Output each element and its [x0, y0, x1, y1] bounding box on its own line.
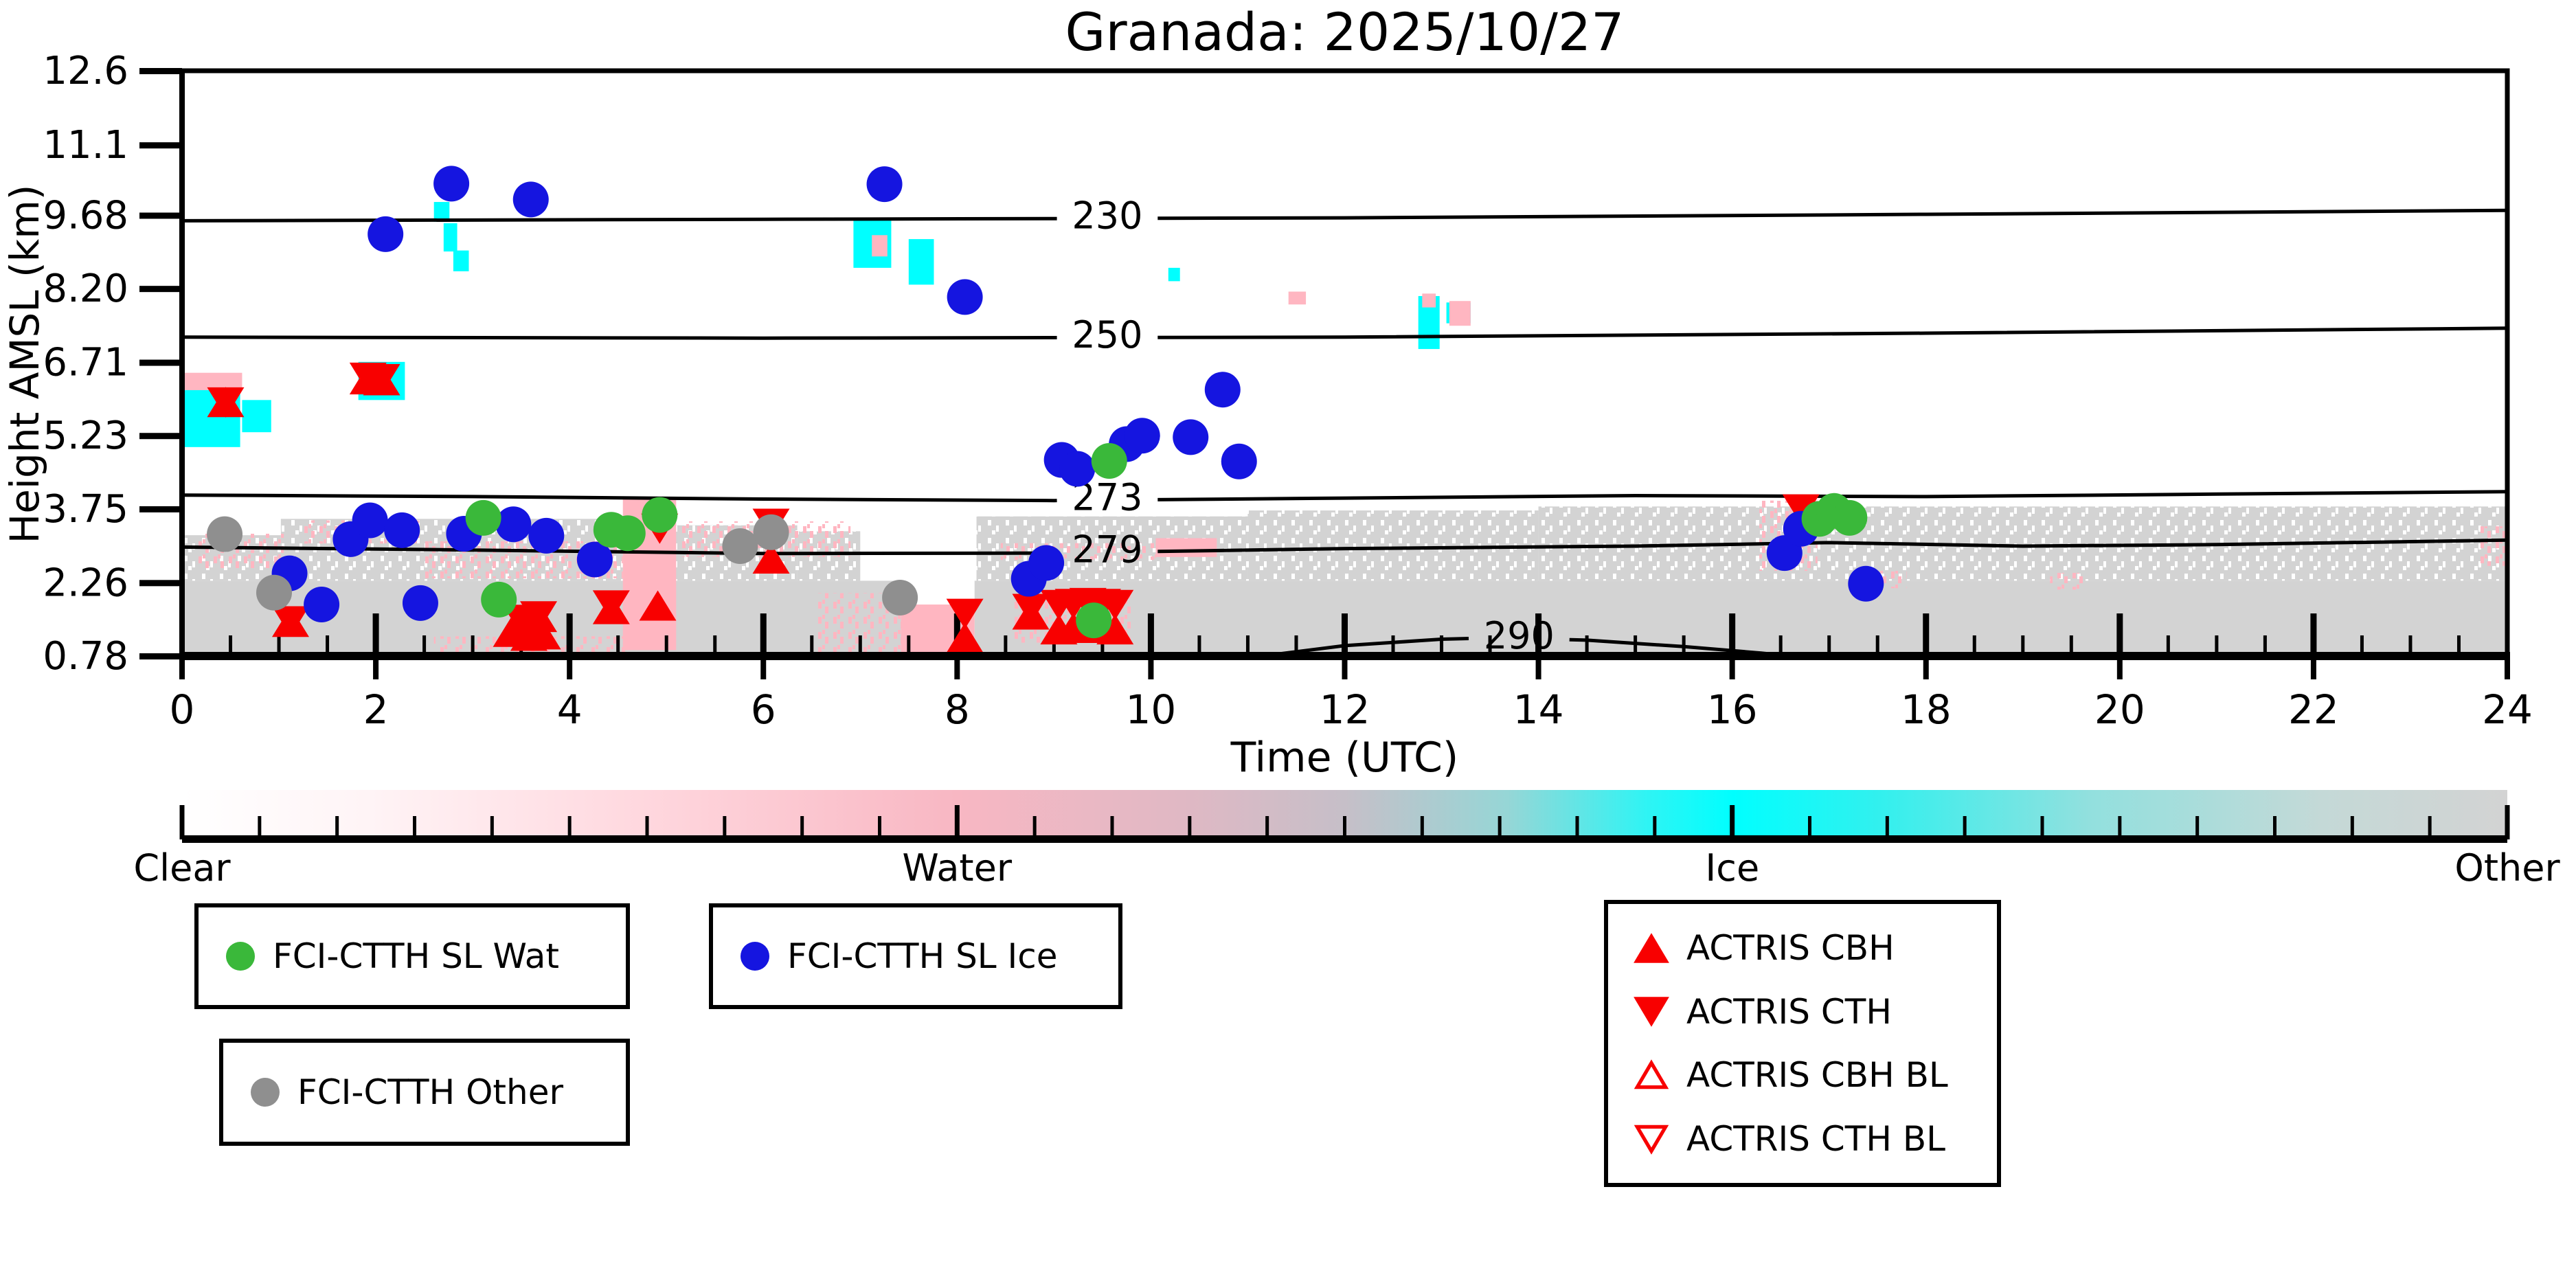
green-dot-icon — [226, 942, 255, 971]
svg-text:14: 14 — [1513, 686, 1564, 733]
svg-text:10: 10 — [1126, 686, 1177, 733]
field-region-other — [1247, 510, 1539, 581]
contour-label-279: 279 — [1072, 528, 1142, 572]
field-region-water — [1422, 293, 1436, 308]
legend-item-actris-cth: ACTRIS CTH — [1608, 992, 1997, 1032]
chart-title: Granada: 2025/10/27 — [1065, 1, 1625, 63]
legend-actris: ACTRIS CBH ACTRIS CTH ACTRIS CBH BL ACTRIS … — [1604, 900, 2001, 1187]
legend-label: FCI-CTTH SL Ice — [787, 936, 1058, 976]
contour-273 — [1157, 490, 2508, 501]
field-region-water — [2478, 526, 2507, 566]
contour-250 — [181, 335, 1057, 340]
triangle-up-open-icon — [1634, 1059, 1669, 1089]
legend-label: ACTRIS CTH — [1686, 991, 1892, 1032]
svg-text:0: 0 — [170, 686, 195, 733]
y-axis-label: Height AMSL (km) — [1, 184, 48, 544]
legend-label: FCI-CTTH Other — [297, 1072, 564, 1112]
field-region-ice — [242, 400, 271, 433]
contour-273 — [181, 493, 1057, 503]
outer-ticks-and-labels: 0 2 4 6 8 10 12 14 16 18 20 22 240.782.263.755.236.7… — [43, 49, 2533, 733]
contour-279 — [1157, 538, 2508, 554]
legend-label: FCI-CTTH SL Wat — [273, 936, 560, 976]
colorbar-label-water: Water — [902, 846, 1013, 890]
legend-label: ACTRIS CBH — [1686, 927, 1895, 968]
legend-item-actris-cth-bl: ACTRIS CTH BL — [1608, 1119, 1997, 1159]
x-axis-label: Time (UTC) — [1230, 734, 1459, 782]
series-fci-ctth-other — [207, 514, 918, 615]
series-fci-ctth-sl-ice — [271, 166, 1884, 623]
svg-text:8.20: 8.20 — [43, 267, 128, 311]
svg-text:11.1: 11.1 — [43, 123, 128, 168]
field-region-water — [2050, 572, 2083, 590]
svg-text:9.68: 9.68 — [43, 193, 128, 238]
svg-text:12: 12 — [1320, 686, 1370, 733]
field-region-ice — [453, 250, 469, 271]
classification-field — [182, 202, 2508, 656]
svg-text:8: 8 — [945, 686, 970, 733]
contour-230 — [181, 216, 1057, 223]
svg-text:5.23: 5.23 — [43, 414, 128, 458]
triangle-down-filled-icon — [1634, 996, 1669, 1027]
gray-dot-icon — [251, 1078, 280, 1107]
triangle-up-filled-icon — [1634, 933, 1669, 963]
svg-text:2.26: 2.26 — [43, 561, 128, 605]
field-region-other — [974, 580, 2508, 656]
legend-label: ACTRIS CBH BL — [1686, 1055, 1948, 1096]
legend-item-fci-sl-wat: FCI-CTTH SL Wat — [199, 936, 559, 976]
field-region-ice — [908, 239, 934, 285]
field-region-water — [1449, 301, 1471, 326]
legend-item-fci-other: FCI-CTTH Other — [223, 1072, 563, 1112]
legend-item-actris-cbh: ACTRIS CBH — [1608, 928, 1997, 968]
svg-text:3.75: 3.75 — [43, 487, 128, 532]
legend-item-fci-sl-ice: FCI-CTTH SL Ice — [713, 936, 1058, 976]
legend-fci-other: FCI-CTTH Other — [219, 1039, 630, 1146]
colorbar-label-ice: Ice — [1705, 846, 1760, 890]
contour-label-230: 230 — [1072, 194, 1142, 238]
field-region-water — [182, 372, 242, 390]
colorbar-label-clear: Clear — [133, 846, 231, 890]
field-region-ice — [443, 223, 457, 252]
svg-text:24: 24 — [2482, 686, 2533, 733]
svg-text:6.71: 6.71 — [43, 341, 128, 385]
svg-text:12.6: 12.6 — [43, 49, 128, 93]
svg-text:16: 16 — [1707, 686, 1758, 733]
svg-text:6: 6 — [751, 686, 776, 733]
legend-item-actris-cbh-bl: ACTRIS CBH BL — [1608, 1055, 1997, 1095]
svg-text:20: 20 — [2094, 686, 2145, 733]
field-region-ice — [1168, 267, 1180, 282]
svg-text:2: 2 — [363, 686, 389, 733]
classification-colorbar — [179, 790, 2510, 843]
field-region-water — [1288, 291, 1307, 305]
contour-230 — [1157, 208, 2508, 221]
legend-fci-sl-ice: FCI-CTTH SL Ice — [709, 903, 1122, 1009]
legend-label: ACTRIS CTH BL — [1686, 1119, 1946, 1160]
blue-dot-icon — [741, 942, 769, 971]
legend-fci-sl-wat: FCI-CTTH SL Wat — [194, 903, 630, 1009]
svg-text:0.78: 0.78 — [43, 634, 128, 679]
series-fci-ctth-sl-wat — [465, 443, 1868, 639]
svg-text:22: 22 — [2288, 686, 2339, 733]
svg-text:18: 18 — [1901, 686, 1952, 733]
field-region-ice — [433, 202, 450, 222]
contour-250 — [1157, 326, 2508, 339]
contour-label-290: 290 — [1484, 614, 1555, 657]
svg-text:4: 4 — [557, 686, 583, 733]
field-region-water — [1155, 538, 1217, 557]
colorbar-label-other: Other — [2454, 846, 2560, 890]
contour-label-250: 250 — [1072, 313, 1142, 357]
field-region-water — [872, 235, 888, 257]
triangle-down-open-icon — [1634, 1125, 1669, 1155]
